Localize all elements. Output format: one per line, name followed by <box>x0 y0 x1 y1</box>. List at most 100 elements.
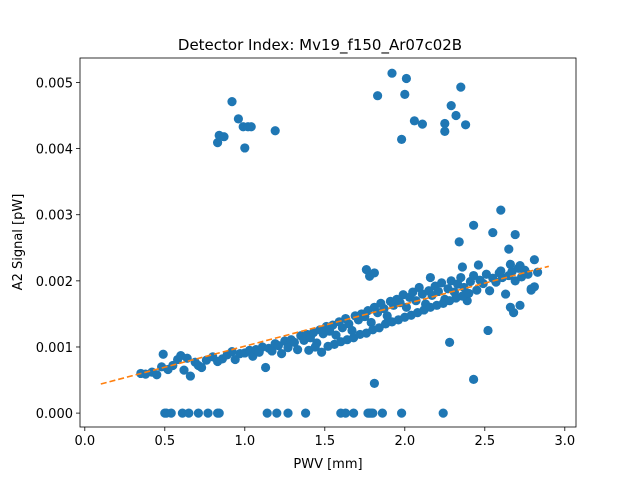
y-tick-label: 0.001 <box>36 341 73 356</box>
data-point <box>515 261 525 271</box>
data-point <box>529 282 540 292</box>
data-point <box>438 408 448 418</box>
data-point <box>501 289 511 299</box>
x-tick-label: 2.0 <box>394 434 415 449</box>
data-point <box>456 82 466 92</box>
data-point <box>437 278 447 288</box>
y-tick-label: 0.000 <box>36 407 73 422</box>
data-point <box>504 244 514 254</box>
data-point <box>317 347 327 357</box>
data-point <box>510 229 520 240</box>
data-point <box>401 302 411 312</box>
data-point <box>283 343 293 353</box>
data-point <box>445 337 455 347</box>
data-point <box>227 97 237 107</box>
data-point <box>158 349 168 359</box>
data-point <box>283 408 293 418</box>
data-point <box>246 122 256 132</box>
data-point <box>485 286 495 296</box>
fit-layer <box>100 265 550 385</box>
y-tick-label: 0.002 <box>36 275 73 290</box>
data-point <box>400 89 410 99</box>
data-point <box>457 262 467 272</box>
data-point <box>433 286 443 297</box>
data-point <box>469 374 479 384</box>
data-point <box>440 126 450 137</box>
data-point <box>331 330 341 340</box>
data-point <box>397 134 407 144</box>
data-point <box>488 227 498 238</box>
data-point <box>240 143 250 153</box>
y-axis: 0.000 0.001 0.002 0.003 0.004 0.005 <box>36 76 80 422</box>
data-point <box>270 126 280 136</box>
data-point <box>293 345 303 355</box>
data-point <box>472 285 482 295</box>
data-point <box>505 259 515 269</box>
data-point <box>366 317 376 328</box>
plot-frame <box>79 57 577 428</box>
data-point <box>272 408 282 418</box>
data-point <box>446 101 456 111</box>
points-layer <box>136 68 543 418</box>
data-point <box>184 408 194 418</box>
data-point <box>267 346 277 356</box>
x-tick-label: 0.0 <box>74 434 95 449</box>
data-point <box>214 408 224 418</box>
data-point <box>369 268 379 278</box>
data-point <box>301 408 311 418</box>
data-point <box>515 300 525 310</box>
data-point <box>401 73 411 84</box>
data-point <box>341 408 351 418</box>
data-point <box>417 119 427 129</box>
data-point <box>179 365 189 375</box>
data-point <box>408 287 418 297</box>
x-tick-label: 2.5 <box>474 434 495 449</box>
data-point <box>152 370 162 380</box>
x-tick-label: 1.0 <box>234 434 255 449</box>
data-point <box>387 68 397 78</box>
x-tick-label: 1.5 <box>314 434 335 449</box>
y-tick-label: 0.005 <box>36 76 73 91</box>
x-tick-label: 0.5 <box>154 434 175 449</box>
data-point <box>409 116 419 126</box>
data-point <box>505 302 515 312</box>
data-point <box>440 118 450 129</box>
data-point <box>310 342 320 352</box>
y-tick-label: 0.003 <box>36 209 73 224</box>
data-point <box>377 408 387 418</box>
data-point <box>469 220 479 230</box>
data-point <box>193 408 203 418</box>
data-point <box>368 408 378 418</box>
data-point <box>425 272 435 283</box>
x-axis: 0.0 0.5 1.0 1.5 2.0 2.5 3.0 <box>74 427 575 449</box>
data-point <box>277 348 287 359</box>
data-point <box>233 114 243 124</box>
data-point <box>456 272 466 283</box>
data-point <box>533 267 543 277</box>
data-point <box>219 132 229 142</box>
data-point <box>166 408 176 418</box>
data-point <box>347 325 357 336</box>
y-axis-label: A2 Signal [pW] <box>11 194 26 291</box>
data-point <box>349 408 359 418</box>
chart-title: Detector Index: Mv19_f150_Ar07c02B <box>178 36 462 55</box>
data-point <box>478 278 488 289</box>
x-axis-label: PWV [mm] <box>293 457 362 472</box>
data-point <box>529 255 540 265</box>
data-point <box>496 205 506 215</box>
data-point <box>454 237 464 247</box>
data-point <box>273 341 283 351</box>
data-point <box>473 260 483 270</box>
data-point <box>197 362 207 373</box>
data-point <box>213 138 223 148</box>
y-tick-label: 0.004 <box>36 143 73 158</box>
data-point <box>461 120 471 130</box>
data-point <box>203 408 213 418</box>
data-point <box>469 270 479 281</box>
data-point <box>369 378 379 388</box>
data-point <box>451 110 461 121</box>
x-tick-label: 3.0 <box>554 434 575 449</box>
data-point <box>496 266 506 276</box>
data-point <box>373 91 383 101</box>
